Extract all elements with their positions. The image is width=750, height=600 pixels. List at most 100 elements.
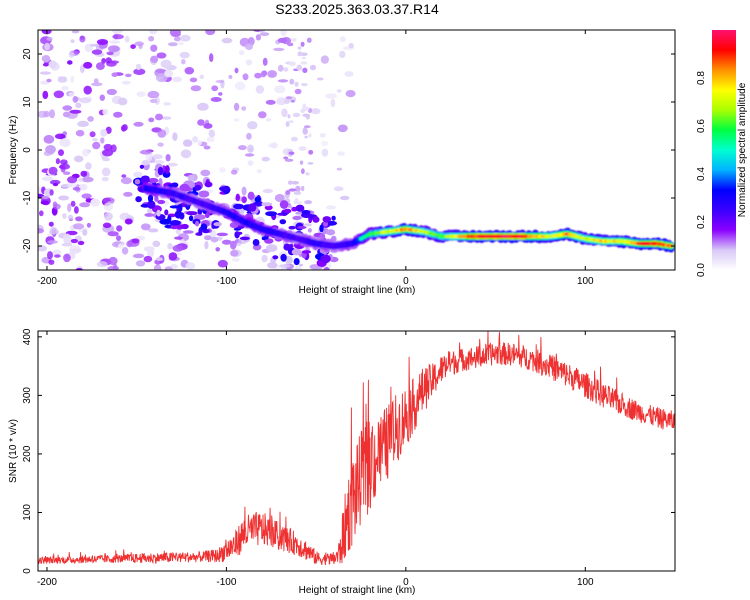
noise-blob [124, 35, 130, 43]
noise-blob [178, 41, 184, 46]
noise-blob [305, 172, 310, 176]
noise-blob [206, 136, 215, 143]
noise-blob [110, 144, 117, 153]
noise-blob [70, 75, 75, 83]
noise-blob [221, 239, 232, 245]
noise-blob [163, 102, 172, 106]
noise-blob [306, 37, 312, 43]
noise-blob [300, 41, 305, 47]
noise-blob [294, 81, 299, 87]
noise-blob [148, 228, 159, 233]
noise-blob [215, 247, 220, 252]
noise-blob [43, 134, 55, 144]
noise-blob [116, 235, 121, 241]
noise-blob [312, 216, 320, 223]
noise-blob [210, 97, 222, 102]
noise-blob [270, 142, 278, 149]
noise-blob [216, 232, 228, 237]
y-tick-label: 0 [22, 147, 33, 153]
noise-blob [248, 203, 257, 212]
colorbar-tick-label: 0.4 [696, 167, 707, 181]
x-tick-label: -100 [216, 276, 236, 287]
noise-blob [261, 202, 273, 207]
noise-blob [301, 185, 305, 192]
noise-blob [119, 212, 131, 221]
noise-blob [89, 43, 100, 47]
noise-blob [103, 143, 113, 151]
noise-blob [238, 238, 248, 245]
noise-blob [133, 68, 146, 75]
noise-blob [54, 133, 66, 140]
noise-blob [218, 92, 223, 96]
noise-blob [81, 193, 92, 199]
noise-blob [280, 30, 287, 37]
noise-blob [169, 30, 181, 37]
noise-blob [59, 138, 71, 148]
noise-blob [133, 171, 143, 178]
noise-blob [188, 215, 194, 222]
noise-blob [134, 179, 141, 185]
noise-blob [302, 113, 311, 118]
noise-blob [319, 133, 326, 138]
noise-blob [165, 154, 171, 162]
noise-blob [121, 80, 131, 85]
noise-blob [147, 90, 160, 99]
noise-blob [233, 203, 244, 210]
noise-blob [100, 137, 105, 144]
colorbar-tick-label: 0.2 [696, 215, 707, 229]
noise-blob [79, 202, 90, 208]
noise-blob [143, 246, 155, 252]
noise-blob [239, 236, 250, 241]
noise-blob [139, 164, 145, 169]
noise-blob [157, 166, 164, 176]
spectrogram-y-ticks: 20 10 0 -10 -20 [22, 48, 675, 253]
noise-blob [112, 34, 124, 40]
noise-blob [157, 142, 164, 147]
noise-blob [337, 151, 346, 156]
noise-blob [130, 44, 136, 49]
noise-blob [95, 62, 105, 70]
noise-blob [221, 37, 233, 44]
noise-blob [109, 60, 120, 64]
noise-blob [38, 245, 48, 252]
noise-blob [59, 165, 66, 169]
noise-blob [169, 205, 180, 209]
noise-blob [256, 169, 262, 174]
noise-blob [287, 114, 291, 119]
noise-blob [348, 42, 354, 49]
noise-blob [283, 243, 291, 251]
snr-y-ticks: 0 100 200 300 400 [22, 328, 675, 574]
noise-blob [46, 37, 53, 41]
noise-blob [167, 243, 173, 250]
noise-blob [203, 145, 211, 150]
noise-blob [287, 205, 293, 209]
noise-blob [106, 88, 117, 96]
noise-blob [189, 77, 198, 83]
noise-blob [117, 97, 128, 106]
noise-blob [320, 254, 331, 264]
noise-blob [299, 160, 304, 165]
noise-blob [179, 51, 190, 59]
x-tick-label: 0 [403, 276, 409, 287]
noise-blob [174, 210, 183, 219]
noise-blob [47, 251, 53, 260]
noise-blob [42, 62, 49, 67]
noise-blob [71, 30, 80, 34]
noise-blob [164, 69, 173, 78]
noise-blob [168, 42, 178, 47]
noise-blob [323, 266, 330, 270]
noise-blob [85, 162, 92, 170]
noise-blob [53, 90, 64, 99]
noise-blob [277, 64, 284, 72]
spectrogram-y-label: Frequency (Hz) [8, 116, 19, 185]
noise-blob [164, 200, 169, 206]
noise-blob [157, 199, 166, 205]
noise-blob [155, 257, 163, 261]
noise-blob [164, 266, 173, 270]
noise-blob [262, 57, 268, 66]
noise-blob [49, 109, 55, 119]
noise-blob [43, 110, 50, 118]
noise-blob [149, 98, 158, 104]
noise-blob [171, 182, 179, 188]
noise-blob [152, 240, 161, 247]
